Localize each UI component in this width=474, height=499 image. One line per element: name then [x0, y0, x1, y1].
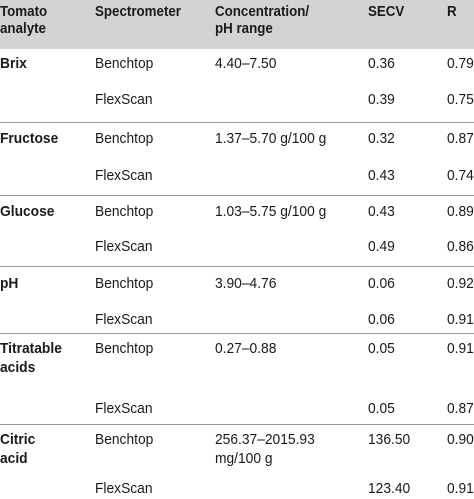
range-cell: 3.90–4.76 — [215, 275, 277, 292]
r-cell: 0.91 — [447, 340, 474, 357]
spectrometer-cell: Benchtop — [95, 340, 154, 357]
range-cell: mg/100 g — [215, 450, 273, 467]
secv-cell: 136.50 — [368, 431, 411, 448]
analyte-name: pH — [0, 275, 19, 292]
secv-cell: 0.06 — [368, 311, 395, 328]
spectrometer-cell: FlexScan — [95, 91, 153, 108]
r-cell: 0.91 — [447, 480, 474, 497]
secv-cell: 0.36 — [368, 55, 395, 72]
analyte-name: Citric — [0, 431, 36, 448]
spectrometer-cell: FlexScan — [95, 167, 153, 184]
spectrometer-cell: Benchtop — [95, 431, 154, 448]
r-cell: 0.87 — [447, 400, 474, 417]
header-analyte-line2: analyte — [0, 21, 46, 37]
header-spectrometer: Spectrometer — [95, 4, 182, 20]
r-cell: 0.86 — [447, 238, 474, 255]
r-cell: 0.89 — [447, 203, 474, 220]
analyte-name: Brix — [0, 55, 27, 72]
analyte-name: acids — [0, 359, 36, 376]
spectrometer-cell: Benchtop — [95, 203, 154, 220]
header-analyte-line1: Tomato — [0, 4, 48, 20]
secv-cell: 0.05 — [368, 400, 395, 417]
secv-cell: 0.39 — [368, 91, 395, 108]
secv-cell: 0.43 — [368, 203, 395, 220]
r-cell: 0.74 — [447, 167, 474, 184]
analyte-name: acid — [0, 450, 28, 467]
r-cell: 0.91 — [447, 311, 474, 328]
group-divider — [0, 333, 474, 334]
spectrometer-cell: FlexScan — [95, 311, 153, 328]
group-divider — [0, 266, 474, 267]
secv-cell: 0.05 — [368, 340, 395, 357]
header-r: R — [447, 4, 457, 20]
range-cell: 1.03–5.75 g/100 g — [215, 203, 327, 220]
group-divider — [0, 424, 474, 425]
group-divider — [0, 122, 474, 123]
group-divider — [0, 195, 474, 196]
r-cell: 0.90 — [447, 431, 474, 448]
spectrometer-cell: Benchtop — [95, 55, 154, 72]
secv-cell: 0.49 — [368, 238, 395, 255]
table-header — [0, 0, 474, 49]
secv-cell: 0.32 — [368, 130, 395, 147]
range-cell: 0.27–0.88 — [215, 340, 277, 357]
range-cell: 1.37–5.70 g/100 g — [215, 130, 327, 147]
secv-cell: 123.40 — [368, 480, 411, 497]
secv-cell: 0.06 — [368, 275, 395, 292]
spectrometer-cell: Benchtop — [95, 130, 154, 147]
header-range-line2: pH range — [215, 21, 273, 37]
spectrometer-cell: FlexScan — [95, 238, 153, 255]
secv-cell: 0.43 — [368, 167, 395, 184]
r-cell: 0.75 — [447, 91, 474, 108]
range-cell: 256.37–2015.93 — [215, 431, 315, 448]
spectrometer-cell: FlexScan — [95, 480, 153, 497]
r-cell: 0.79 — [447, 55, 474, 72]
header-secv: SECV — [368, 4, 405, 20]
r-cell: 0.87 — [447, 130, 474, 147]
spectrometer-cell: FlexScan — [95, 400, 153, 417]
analyte-name: Glucose — [0, 203, 55, 220]
r-cell: 0.92 — [447, 275, 474, 292]
analyte-name: Titratable — [0, 340, 62, 357]
range-cell: 4.40–7.50 — [215, 55, 277, 72]
spectrometer-cell: Benchtop — [95, 275, 154, 292]
analyte-name: Fructose — [0, 130, 59, 147]
header-range-line1: Concentration/ — [215, 4, 310, 20]
